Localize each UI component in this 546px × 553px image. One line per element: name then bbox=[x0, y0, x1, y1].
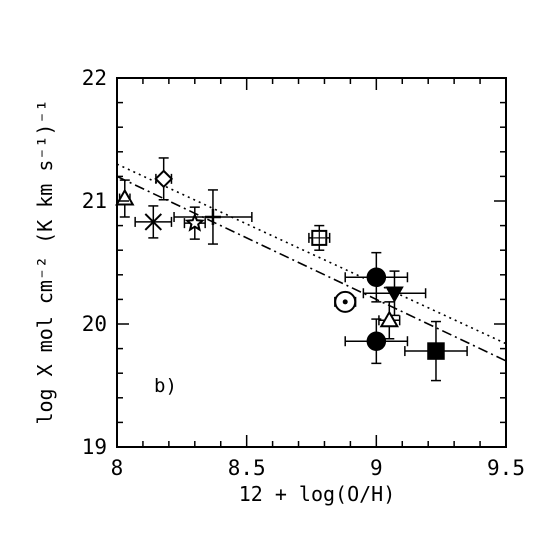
fit-line-dash-dot bbox=[116, 175, 507, 362]
marker-open-diamond bbox=[154, 169, 174, 189]
y-tick-label: 20 bbox=[82, 312, 107, 336]
marker-filled-circle bbox=[366, 331, 387, 351]
data-point-plus bbox=[173, 189, 253, 245]
data-point-open-star bbox=[183, 206, 206, 240]
data-point-cross-x bbox=[134, 205, 173, 239]
data-points-group bbox=[115, 157, 468, 382]
marker-open-star bbox=[184, 212, 205, 232]
x-tick-label: 9.5 bbox=[487, 456, 525, 480]
y-tick-label: 19 bbox=[82, 435, 107, 459]
marker-cross-stroke bbox=[144, 213, 163, 231]
x-tick-label: 8 bbox=[111, 456, 124, 480]
x-axis-title: 12 + log(O/H) bbox=[239, 482, 396, 506]
x-tick-label: 8.5 bbox=[228, 456, 266, 480]
marker-center-dot bbox=[342, 299, 348, 305]
data-point-open-diamond bbox=[154, 157, 174, 201]
y-tick-label: 22 bbox=[82, 66, 107, 90]
tick-labels-group: 8 8.5 9 9.5 19 20 21 22 bbox=[82, 66, 525, 480]
plot-frame bbox=[116, 77, 507, 448]
y-axis-title: log X mol cm⁻² (K km s⁻¹)⁻¹ bbox=[33, 99, 57, 424]
data-point-filled-circle bbox=[344, 318, 409, 365]
data-point-open-triangle bbox=[378, 301, 401, 340]
marker-filled-triangle bbox=[385, 286, 404, 303]
fit-lines-group bbox=[116, 163, 507, 362]
data-point-open-circle-dot bbox=[334, 290, 357, 313]
data-point-filled-circle bbox=[344, 251, 409, 303]
marker-filled-square bbox=[427, 342, 445, 360]
marker-open-triangle bbox=[379, 310, 400, 328]
marker-filled-circle bbox=[366, 267, 387, 288]
x-tick-label: 9 bbox=[370, 456, 383, 480]
panel-label: b) bbox=[154, 375, 177, 397]
data-point-filled-square bbox=[404, 320, 468, 382]
plot-frame-group bbox=[116, 77, 507, 448]
data-point-open-triangle bbox=[115, 179, 135, 218]
fit-line-dotted bbox=[116, 163, 507, 345]
y-tick-label: 21 bbox=[82, 189, 107, 213]
data-point-open-square-hatched bbox=[308, 224, 331, 251]
